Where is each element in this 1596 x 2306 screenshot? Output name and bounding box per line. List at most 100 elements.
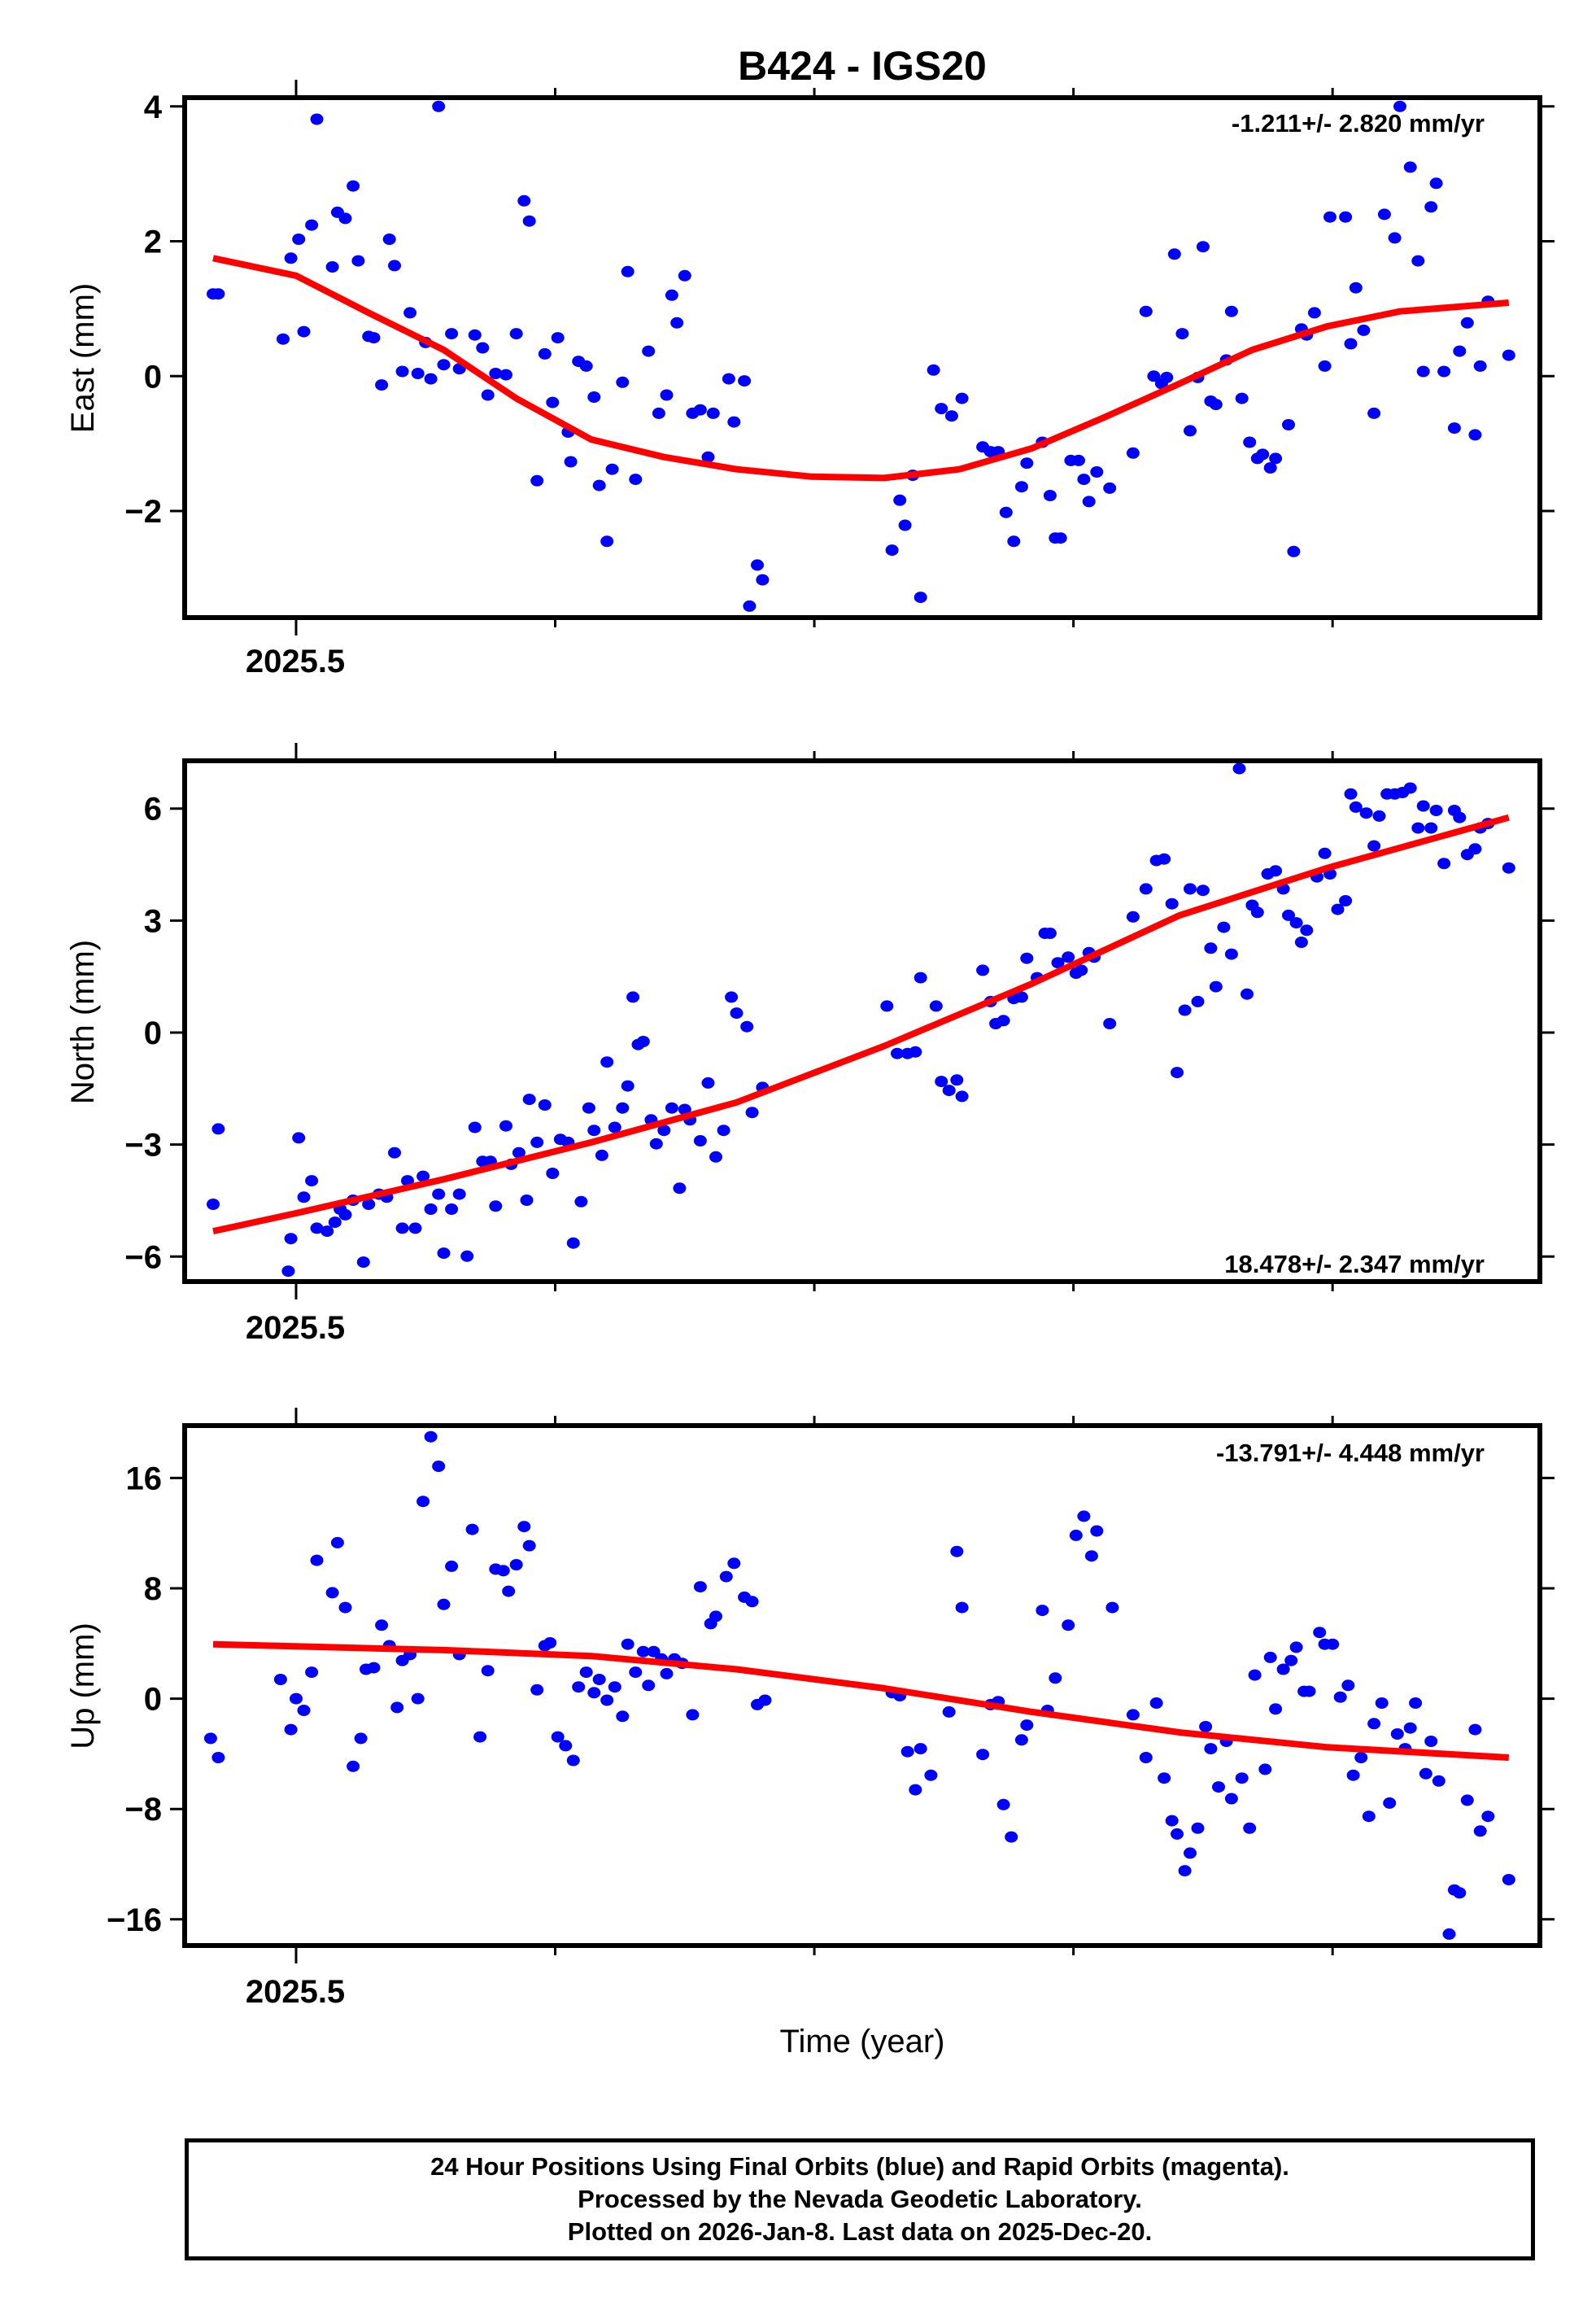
north-data-point — [582, 1102, 595, 1114]
east-data-point — [621, 265, 634, 277]
north-data-point — [328, 1216, 342, 1229]
east-data-point — [1160, 371, 1174, 383]
up-data-point — [1432, 1775, 1446, 1787]
east-data-point — [1184, 425, 1197, 437]
east-data-point — [652, 407, 665, 419]
up-data-point — [976, 1749, 990, 1761]
east-data-point — [388, 260, 401, 272]
east-data-point — [1416, 365, 1430, 378]
north-data-point — [942, 1085, 956, 1097]
north-data-point — [512, 1146, 525, 1159]
east-data-point — [693, 404, 707, 416]
east-data-point — [579, 360, 593, 372]
up-fit-group — [212, 1640, 1510, 1761]
east-data-point — [1196, 241, 1210, 253]
up-data-point — [1354, 1752, 1368, 1763]
east-data-point — [351, 255, 365, 267]
north-data-point — [595, 1149, 608, 1161]
up-y-tick-label: 8 — [144, 1571, 162, 1607]
north-data-point — [880, 1000, 894, 1012]
north-data-point — [678, 1103, 691, 1116]
east-data-point — [1053, 532, 1067, 544]
north-data-point — [1126, 911, 1140, 923]
east-y-tick-label: 0 — [144, 359, 162, 395]
north-data-point — [1051, 957, 1065, 969]
east-data-point — [310, 113, 324, 125]
east-data-point — [538, 347, 552, 360]
up-data-point — [1269, 1703, 1283, 1715]
up-y-tick-label: −16 — [107, 1902, 162, 1938]
up-data-point — [347, 1760, 360, 1772]
up-data-point — [1375, 1697, 1389, 1709]
east-data-point — [1502, 349, 1515, 361]
north-data-point — [1241, 988, 1254, 1000]
east-data-point — [1468, 429, 1482, 441]
north-data-point — [935, 1076, 948, 1088]
up-data-point — [445, 1560, 459, 1572]
up-data-point — [709, 1610, 722, 1622]
up-data-point — [290, 1692, 303, 1705]
footer-line-2: Processed by the Nevada Geodetic Laborat… — [578, 2185, 1142, 2213]
up-data-point — [1005, 1831, 1018, 1843]
north-y-axis-label: North (mm) — [65, 940, 101, 1104]
east-data-point — [587, 391, 601, 403]
east-data-point — [1014, 481, 1028, 493]
up-data-point — [411, 1692, 425, 1705]
up-data-point — [660, 1667, 674, 1679]
north-data-point — [725, 991, 739, 1003]
up-data-point — [1243, 1822, 1257, 1834]
north-data-point — [1232, 762, 1246, 775]
north-data-point — [600, 1056, 614, 1068]
up-data-point — [424, 1430, 438, 1443]
up-data-point — [416, 1496, 430, 1508]
up-data-point — [955, 1601, 969, 1614]
up-data-point — [1289, 1641, 1303, 1653]
up-data-point — [1367, 1718, 1381, 1730]
east-data-point — [522, 215, 536, 227]
north-data-point — [362, 1199, 376, 1210]
up-data-point — [432, 1461, 446, 1472]
up-rate-label: -13.791+/- 4.448 mm/yr — [1216, 1439, 1485, 1467]
north-data-point — [616, 1102, 630, 1114]
east-data-point — [1072, 454, 1085, 466]
north-data-point — [489, 1200, 503, 1212]
north-data-point — [416, 1170, 430, 1182]
east-data-point — [678, 269, 691, 282]
north-data-point — [608, 1121, 621, 1133]
east-panel: East (mm) -1.211+/- 2.820 mm/yr 2025.5 4… — [65, 80, 1555, 679]
up-data-point — [1333, 1691, 1347, 1703]
north-data-point — [701, 1077, 715, 1089]
up-data-point — [325, 1587, 339, 1599]
east-data-point — [605, 463, 619, 475]
north-data-point — [1171, 1067, 1184, 1079]
east-data-point — [403, 307, 417, 319]
footer-box: 24 Hour Positions Using Final Orbits (bl… — [185, 2138, 1535, 2260]
east-data-point — [1473, 360, 1487, 372]
north-data-point — [424, 1203, 438, 1215]
north-data-point — [281, 1265, 295, 1277]
up-data-point — [502, 1585, 516, 1597]
north-data-point — [207, 1199, 220, 1210]
north-data-point — [388, 1146, 401, 1159]
east-data-point — [1147, 370, 1161, 382]
east-data-point — [1082, 496, 1096, 508]
north-data-point — [1250, 906, 1264, 919]
up-data-point — [745, 1596, 759, 1608]
north-data-point — [636, 1036, 650, 1047]
north-data-point — [321, 1225, 334, 1238]
north-data-point — [1403, 782, 1417, 794]
up-data-point — [509, 1559, 523, 1570]
north-data-point — [587, 1125, 601, 1137]
north-data-point — [1158, 853, 1171, 865]
up-data-points — [203, 1430, 1515, 1940]
east-data-points — [207, 100, 1515, 612]
up-panel: Up (mm) -13.791+/- 4.448 mm/yr 2025.5 16… — [65, 1408, 1555, 2010]
up-data-point — [1346, 1769, 1360, 1781]
north-plot-frame — [182, 758, 1542, 1284]
up-data-point — [924, 1769, 938, 1781]
up-data-point — [572, 1681, 586, 1693]
up-data-point — [1403, 1722, 1417, 1734]
north-data-point — [730, 1007, 743, 1020]
east-data-point — [551, 332, 565, 344]
east-data-point — [395, 365, 409, 378]
